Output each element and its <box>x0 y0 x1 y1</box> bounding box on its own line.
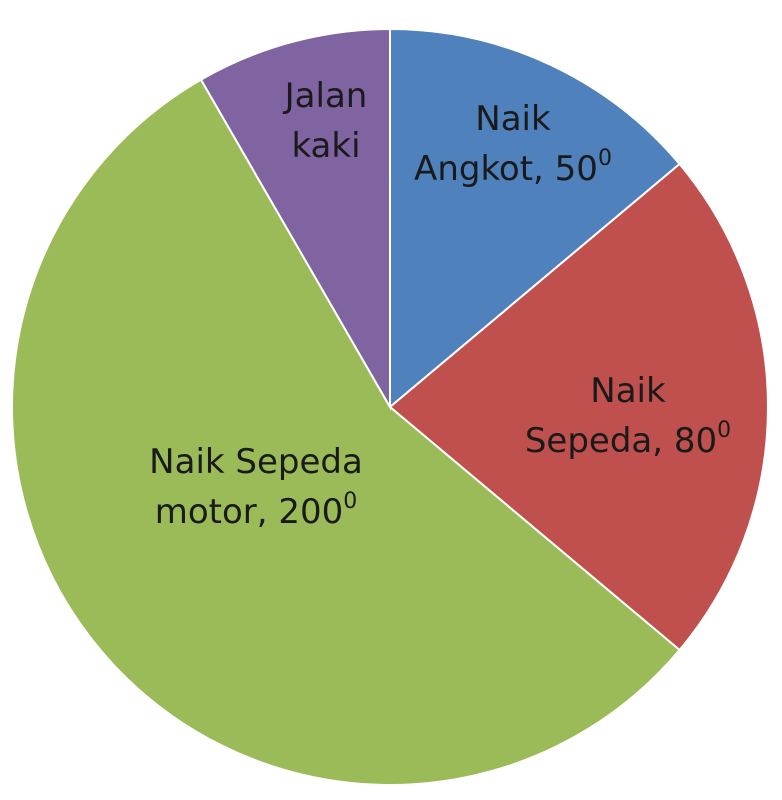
slice-label-motor: Naik Sepeda motor, 2000 <box>149 442 363 532</box>
slice-label-angkot: Naik Angkot, 500 <box>414 99 612 189</box>
pie-slice-angkot <box>389 27 681 410</box>
pie-slice-sepeda <box>388 162 769 652</box>
pie-slices <box>11 27 769 786</box>
slice-label-jalan-kaki: Jalan kaki <box>284 76 368 166</box>
slice-label-sepeda: Naik Sepeda, 800 <box>524 371 732 461</box>
pie-slice-jalan <box>199 27 391 411</box>
pie-slice-motor <box>11 78 681 786</box>
